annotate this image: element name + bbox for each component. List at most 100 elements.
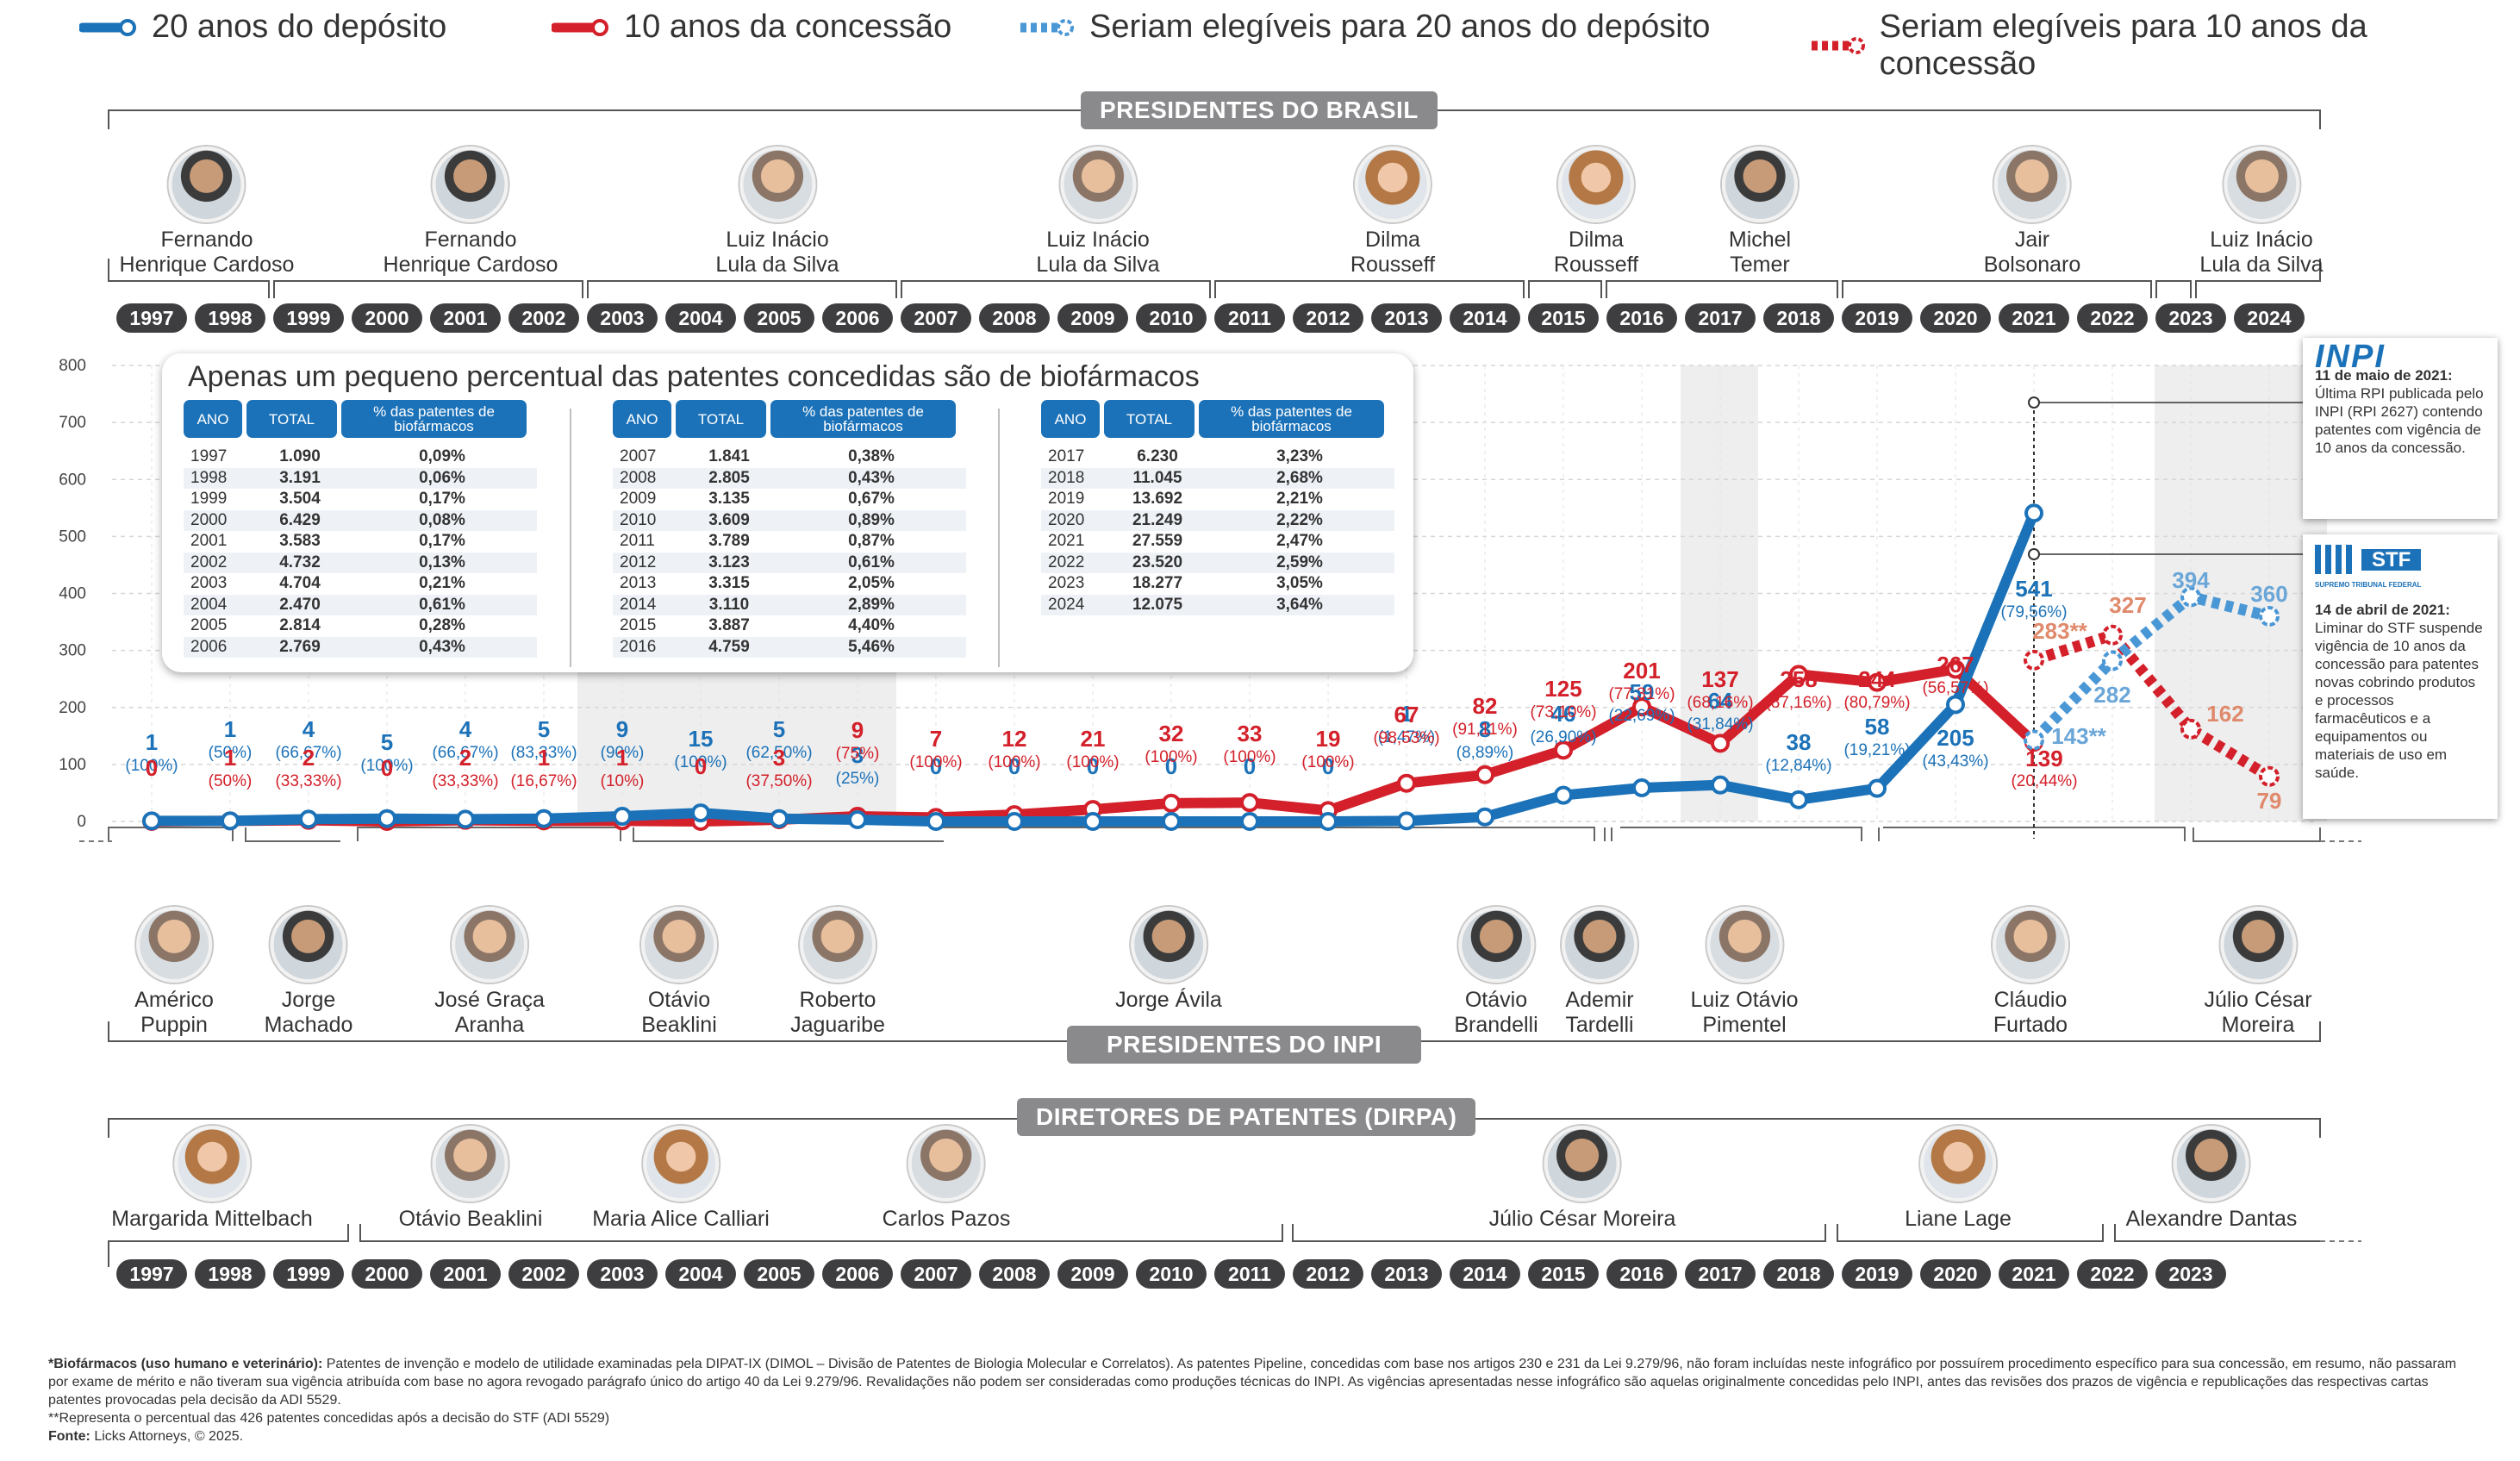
- avatar: [433, 147, 508, 222]
- series-elegiveis-10-point: [2024, 649, 2044, 671]
- red-pct-label: (100%): [1301, 753, 1354, 771]
- legend-elegiveis-20: Seriam elegíveis para 20 anos do depósit…: [1017, 9, 1710, 46]
- footer-line-1: *Biofármacos (uso humano e veterinário):…: [48, 1355, 2461, 1409]
- series-20-anos-point: [299, 809, 318, 829]
- table-cell: 0,13%: [419, 553, 465, 571]
- series-elegiveis-20-point: [2024, 729, 2044, 751]
- table-cell: 2.805: [708, 468, 750, 487]
- president-brazil: Luiz Inácio Lula da Silva: [1036, 147, 1160, 278]
- inpi-text: Última RPI publicada pelo INPI (RPI 2627…: [2315, 385, 2484, 456]
- table-cell: 2.814: [279, 616, 321, 635]
- series-20-anos-point: [1005, 812, 1024, 831]
- table-cell: 3,64%: [1276, 595, 1323, 614]
- table-cell: 0,89%: [848, 510, 895, 529]
- year-pill: 2008: [979, 1259, 1050, 1289]
- blue-pct-label: (90%): [601, 744, 645, 762]
- table-row: 2007 1.841 0,38%: [613, 446, 966, 468]
- table-cell: 3.110: [708, 595, 750, 614]
- red-value-label: 201: [1623, 658, 1660, 684]
- table-cell: 0,21%: [419, 574, 465, 593]
- avatar: [1060, 147, 1136, 222]
- table-cell: 2,21%: [1276, 490, 1323, 509]
- section-diretores: DIRETORES DE PATENTES (DIRPA): [1017, 1098, 1476, 1136]
- series-20-anos-point: [1711, 775, 1730, 795]
- name-line: Fernando: [160, 228, 253, 252]
- avatar: [2173, 1126, 2249, 1202]
- name-line: Rousseff: [1350, 253, 1436, 277]
- section-presidentes-brasil: PRESIDENTES DO BRASIL: [1081, 91, 1438, 129]
- red-value-label: 2: [459, 745, 471, 771]
- footer-notes: *Biofármacos (uso humano e veterinário):…: [48, 1355, 2461, 1445]
- table-cell: 2022: [1048, 553, 1085, 571]
- blue-value-label: 541: [2015, 576, 2052, 602]
- stf-note: STF SUPREMO TRIBUNAL FEDERAL 14 de abril…: [2303, 534, 2498, 819]
- table-cell: 1999: [190, 490, 228, 509]
- table-row: 2005 2.814 0,28%: [184, 615, 537, 637]
- name-line: Otávio: [1464, 988, 1528, 1012]
- year-pill: 2021: [1999, 303, 2069, 333]
- blue-value-label: 205: [1937, 725, 1974, 751]
- year-pill: 2007: [901, 303, 971, 333]
- series-10-anos-point: [1162, 793, 1181, 813]
- table-header-cell: ANO: [613, 400, 671, 438]
- year-pill: 2009: [1057, 1259, 1128, 1289]
- red-projection-label: 162: [2206, 701, 2243, 727]
- blue-value-label: 4: [303, 716, 315, 742]
- table-cell: 2.769: [279, 637, 321, 656]
- avatar: [1993, 907, 2068, 983]
- table-block-1: ANO TOTAL% das patentes de biofármacos 199…: [184, 400, 537, 658]
- series-elegiveis-20-point: [2180, 586, 2201, 608]
- table-cell: 2007: [620, 447, 657, 466]
- series-elegiveis-10-line: [2032, 629, 2273, 782]
- table-row: 2024 12.075 3,64%: [1041, 594, 1394, 615]
- name-line: Luiz Inácio: [1046, 228, 1150, 252]
- y-tick-label: 200: [59, 699, 86, 717]
- avatar: [433, 1126, 508, 1202]
- series-10-anos-point: [1475, 765, 1494, 784]
- table-cell: 2004: [190, 595, 228, 614]
- name-line: Roberto: [799, 988, 876, 1012]
- y-tick-label: 800: [59, 357, 86, 375]
- name-line: Aranha: [454, 1013, 525, 1037]
- year-pill: 2010: [1136, 303, 1207, 333]
- table-row: 2004 2.470 0,61%: [184, 594, 537, 615]
- blue-pct-label: (62,50%): [745, 744, 812, 762]
- director: Liane Lage: [1905, 1126, 2012, 1232]
- name-line: Dilma: [1365, 228, 1420, 252]
- name-line: Pimentel: [1702, 1013, 1787, 1037]
- table-cell: 1998: [190, 468, 228, 487]
- table-cell: 4.732: [279, 553, 321, 571]
- table-cell: 1.090: [279, 447, 321, 466]
- name-line: Jair: [2014, 228, 2050, 252]
- series-elegiveis-10-point: [2180, 718, 2201, 740]
- table-cell: 2009: [620, 490, 657, 509]
- footer-bold: *Biofármacos (uso humano e veterinário):: [48, 1357, 323, 1371]
- year-pill: 2016: [1606, 303, 1677, 333]
- red-pct-label: (100%): [988, 753, 1040, 771]
- series-20-anos-point: [613, 807, 632, 827]
- avatar: [1993, 147, 2070, 222]
- table-cell: 6.429: [279, 510, 321, 529]
- name-line: Júlio César Moreira: [1488, 1207, 1676, 1231]
- red-pct-label: (16,67%): [510, 772, 577, 790]
- year-pill: 2023: [2155, 1259, 2226, 1289]
- red-pct-label: (75%): [836, 745, 880, 763]
- red-pct-label: (50%): [209, 772, 253, 790]
- inpi-note: INPI 11 de maio de 2021: Última RPI publ…: [2303, 338, 2498, 519]
- inpi-date: 11 de maio de 2021:: [2315, 367, 2453, 384]
- name-line: Henrique Cardoso: [383, 253, 558, 277]
- blue-pct-label: (31,84%): [1687, 715, 1753, 734]
- red-projection-label: 327: [2109, 592, 2146, 618]
- red-pct-label: (98,53%): [1373, 729, 1439, 747]
- table-cell: 0,17%: [419, 490, 465, 509]
- inpi-marker: [2028, 396, 2040, 409]
- blue-value-label: 9: [616, 716, 628, 742]
- blue-pct-label: (12,84%): [1765, 757, 1831, 775]
- avatar: [739, 147, 815, 222]
- table-row: 2009 3.135 0,67%: [613, 489, 966, 510]
- red-value-label: 139: [2025, 746, 2062, 771]
- name-line: Moreira: [2221, 1013, 2295, 1037]
- table-cell: 0,09%: [419, 447, 465, 466]
- blue-pct-label: (26,90%): [1530, 728, 1596, 746]
- president-inpi: Roberto Jaguaribe: [790, 907, 885, 1038]
